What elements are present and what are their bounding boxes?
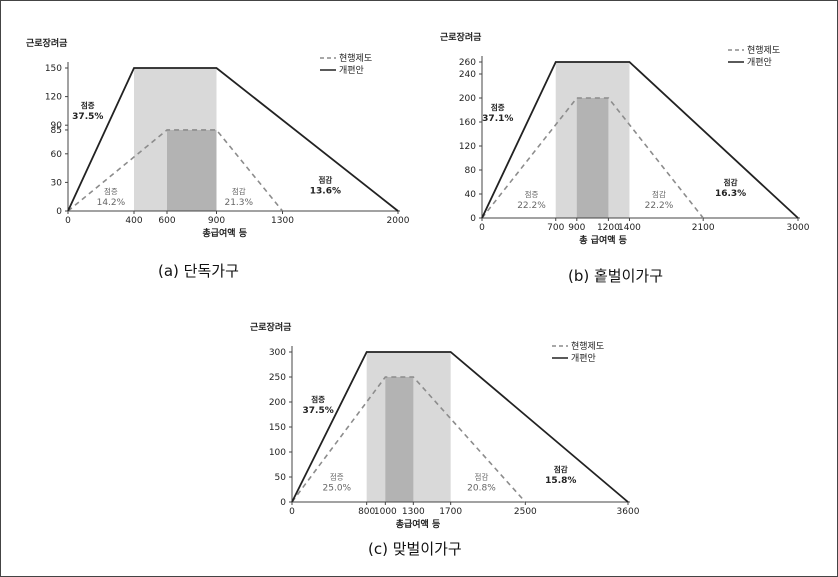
- y-tick-label: 120: [459, 142, 476, 152]
- y-tick-label: 250: [269, 373, 286, 383]
- rate-annotation: 점증: [81, 100, 95, 110]
- series-line-reform: [67, 67, 399, 212]
- x-tick-label: 400: [125, 216, 142, 226]
- series-line-reform: [291, 351, 629, 503]
- rate-annotation: 16.3%: [715, 189, 746, 199]
- x-tick-label: 3600: [617, 507, 640, 517]
- rate-annotation: 13.6%: [310, 186, 341, 196]
- x-tick-label: 1300: [402, 507, 425, 517]
- rate-annotation: 점감: [232, 186, 246, 196]
- series-line-current: [481, 97, 704, 219]
- y-tick-label: 150: [269, 423, 286, 433]
- y-tick-label: 0: [56, 207, 62, 217]
- rate-annotation: 22.2%: [517, 201, 546, 211]
- y-axis-label: 근로장려금: [26, 37, 68, 49]
- x-tick-label: 600: [158, 216, 175, 226]
- x-axis-label: 총급여액 등: [396, 518, 441, 530]
- rate-annotation: 25.0%: [323, 484, 352, 494]
- y-tick-label: 90: [51, 121, 63, 131]
- rate-annotation: 점증: [311, 394, 325, 404]
- y-tick-label: 150: [45, 64, 62, 74]
- y-axis-label: 근로장려금: [250, 321, 292, 333]
- rate-annotation: 점감: [318, 174, 332, 184]
- y-tick-label: 120: [45, 93, 62, 103]
- y-tick-label: 160: [459, 118, 476, 128]
- y-tick-label: 0: [470, 214, 476, 224]
- y-tick-label: 260: [459, 58, 476, 68]
- rate-annotation: 37.5%: [303, 406, 334, 416]
- rate-annotation: 점증: [491, 102, 505, 112]
- rate-annotation: 점감: [475, 472, 489, 482]
- x-tick-label: 0: [65, 216, 71, 226]
- rate-annotation: 점감: [652, 189, 666, 199]
- caption-b: (b) 홑벌이가구: [568, 267, 663, 285]
- x-tick-label: 800: [358, 507, 375, 517]
- y-tick-label: 100: [269, 448, 286, 458]
- y-tick-label: 0: [280, 498, 286, 508]
- y-tick-label: 200: [459, 94, 476, 104]
- caption-c: (c) 맞벌이가구: [368, 540, 462, 558]
- band-inner-1: [576, 98, 609, 218]
- x-tick-label: 3000: [787, 223, 810, 233]
- rate-annotation: 21.3%: [224, 198, 253, 208]
- x-tick-label: 2100: [692, 223, 715, 233]
- rate-annotation: 37.5%: [72, 112, 103, 122]
- y-tick-label: 40: [465, 190, 477, 200]
- rate-annotation: 점증: [104, 186, 118, 196]
- x-tick-label: 1400: [618, 223, 641, 233]
- rate-annotation: 점감: [554, 464, 568, 474]
- x-tick-label: 700: [547, 223, 564, 233]
- legend-entry: 개편안: [747, 56, 772, 68]
- y-tick-label: 30: [51, 178, 63, 188]
- y-tick-label: 50: [275, 473, 287, 483]
- y-tick-label: 200: [269, 398, 286, 408]
- rate-annotation: 점증: [525, 189, 539, 199]
- legend-entry: 현행제도: [747, 44, 780, 56]
- legend-entry: 개편안: [571, 352, 596, 364]
- band-inner-0: [167, 129, 217, 211]
- series-line-current: [67, 129, 284, 212]
- y-tick-label: 80: [465, 166, 477, 176]
- legend-entry: 현행제도: [339, 52, 372, 64]
- rate-annotation: 22.2%: [645, 201, 674, 211]
- x-tick-label: 1000: [374, 507, 397, 517]
- y-tick-label: 85: [51, 126, 62, 136]
- y-tick-label: 60: [51, 150, 63, 160]
- rate-annotation: 14.2%: [97, 198, 126, 208]
- x-tick-label: 1200: [597, 223, 620, 233]
- rate-annotation: 20.8%: [467, 484, 496, 494]
- caption-a: (a) 단독가구: [158, 262, 239, 280]
- legend-entry: 현행제도: [571, 340, 604, 352]
- x-tick-label: 1700: [439, 507, 462, 517]
- x-axis-label: 총 급여액 등: [579, 234, 627, 246]
- y-tick-label: 300: [269, 348, 286, 358]
- rate-annotation: 15.8%: [545, 476, 576, 486]
- x-axis-label: 총급여액 등: [202, 227, 247, 239]
- y-tick-label: 240: [459, 70, 476, 80]
- rate-annotation: 점감: [724, 177, 738, 187]
- x-tick-label: 900: [568, 223, 585, 233]
- x-tick-label: 900: [208, 216, 225, 226]
- series-line-reform: [481, 61, 799, 219]
- x-tick-label: 2000: [387, 216, 410, 226]
- x-tick-label: 0: [289, 507, 295, 517]
- x-tick-label: 2500: [514, 507, 537, 517]
- rate-annotation: 37.1%: [482, 114, 513, 124]
- y-axis-label: 근로장려금: [440, 31, 482, 43]
- legend-entry: 개편안: [339, 64, 364, 76]
- x-tick-label: 1300: [271, 216, 294, 226]
- x-tick-label: 0: [479, 223, 485, 233]
- rate-annotation: 점증: [330, 472, 344, 482]
- band-inner-2: [385, 377, 414, 502]
